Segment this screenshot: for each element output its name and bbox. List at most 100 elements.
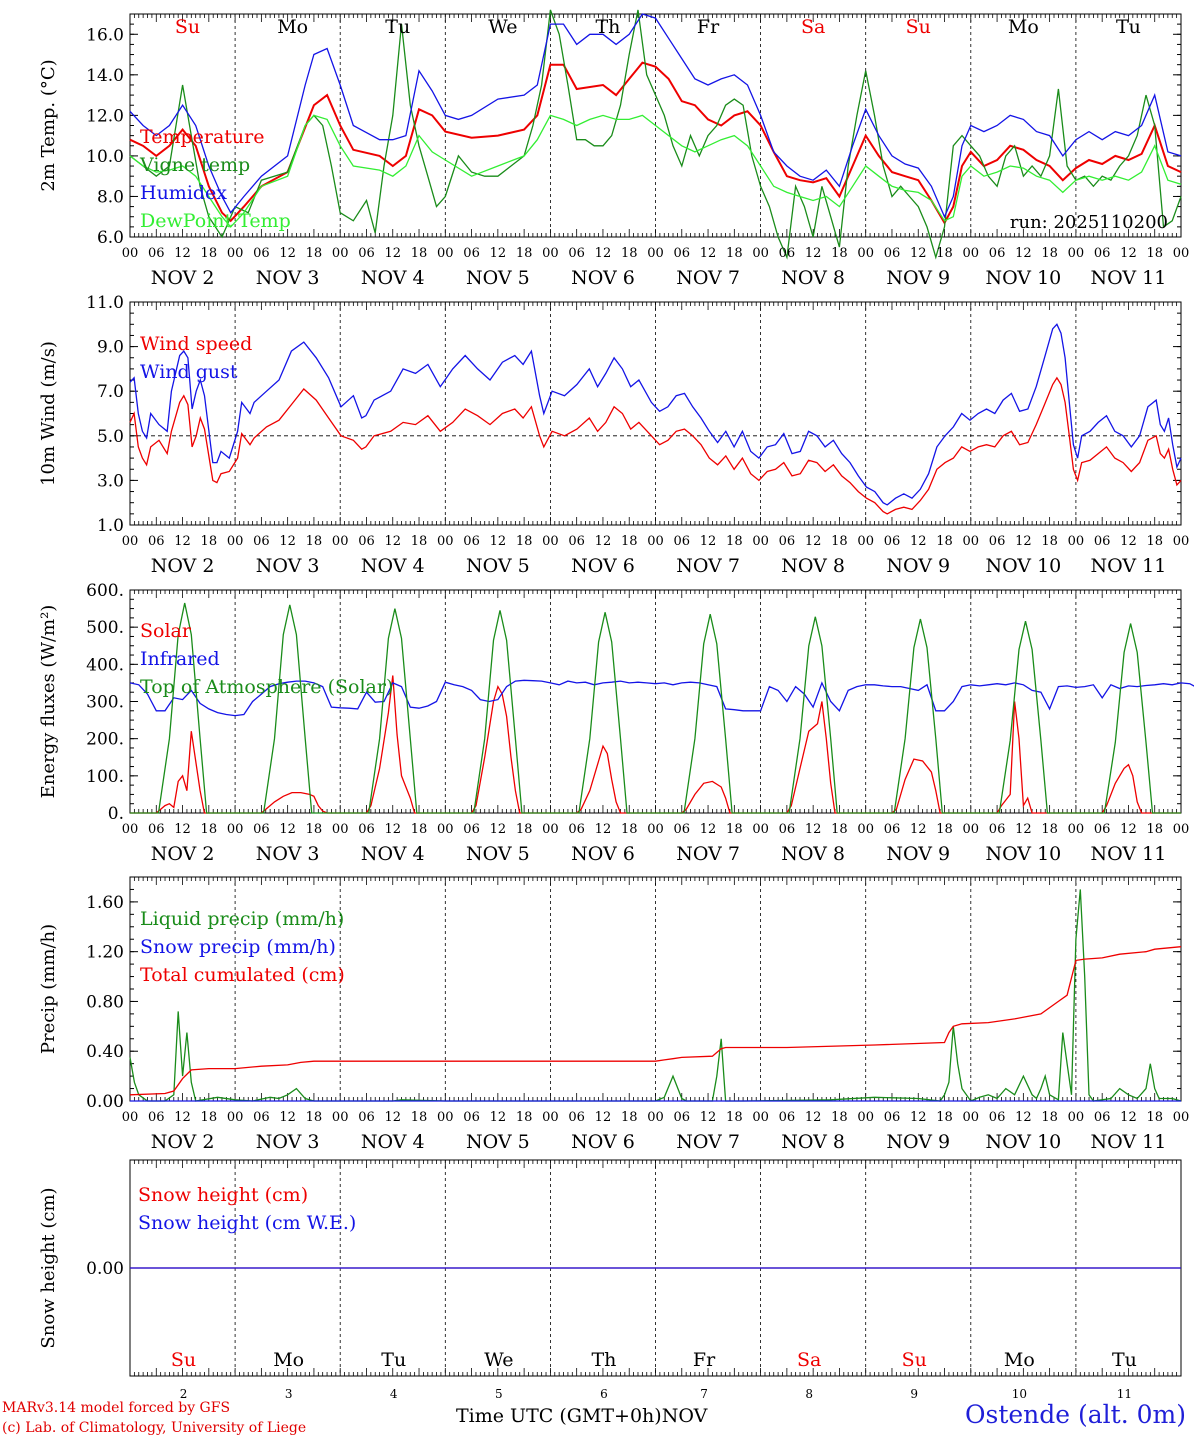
hour-tick-label: 12 [805, 822, 822, 837]
hour-tick-label: 00 [332, 246, 349, 261]
hour-tick-label: 06 [1094, 534, 1111, 549]
day-number: 3 [285, 1387, 293, 1401]
hour-tick-label: 18 [306, 1110, 323, 1125]
date-label: NOV 8 [781, 267, 845, 289]
hour-tick-label: 06 [568, 534, 585, 549]
legend-entry: Vigne temp [139, 154, 250, 176]
series-line-infrared [129, 679, 1194, 717]
hour-tick-label: 06 [1094, 246, 1111, 261]
hour-tick-label: 18 [1041, 246, 1058, 261]
series-line-wind-speed [129, 376, 1182, 515]
y-axis-label: Precip (mm/h) [38, 924, 59, 1054]
y-tick-label: 8.0 [97, 187, 124, 207]
hour-tick-label: 12 [490, 534, 507, 549]
hour-tick-label: 00 [1068, 246, 1085, 261]
y-tick-label: 16.0 [86, 25, 124, 45]
weekday-label-bottom: Fr [693, 1349, 716, 1371]
hour-tick-label: 12 [174, 1110, 191, 1125]
hour-tick-label: 12 [174, 822, 191, 837]
hour-tick-label: 18 [936, 822, 953, 837]
legend-entry: Wind speed [140, 333, 252, 355]
hour-tick-label: 18 [411, 246, 428, 261]
legend-entry: Wind gust [140, 361, 238, 383]
hour-tick-label: 06 [463, 822, 480, 837]
hour-tick-label: 00 [122, 534, 139, 549]
hour-tick-label: 12 [1120, 822, 1137, 837]
hour-tick-label: 18 [936, 534, 953, 549]
hour-tick-label: 12 [279, 1110, 296, 1125]
y-tick-label: 0.80 [86, 992, 124, 1012]
hour-tick-label: 00 [647, 534, 664, 549]
hour-tick-label: 00 [647, 822, 664, 837]
date-label: NOV 8 [781, 1131, 845, 1153]
hour-tick-label: 18 [621, 1110, 638, 1125]
hour-tick-label: 00 [752, 1110, 769, 1125]
hour-tick-label: 12 [1015, 246, 1032, 261]
date-label: NOV 11 [1091, 267, 1167, 289]
hour-tick-label: 00 [227, 1110, 244, 1125]
hour-tick-label: 12 [595, 1110, 612, 1125]
hour-tick-label: 00 [1068, 534, 1085, 549]
day-number: 5 [495, 1387, 503, 1401]
y-tick-label: 10.0 [86, 147, 124, 167]
hour-tick-label: 06 [1094, 1110, 1111, 1125]
date-label: NOV 4 [361, 1131, 425, 1153]
hour-tick-label: 18 [1041, 534, 1058, 549]
hour-tick-label: 06 [674, 534, 691, 549]
legend-entry: Snow precip (mm/h) [140, 936, 336, 958]
hour-tick-label: 12 [174, 246, 191, 261]
y-tick-label: 0.00 [86, 1259, 124, 1279]
hour-tick-label: 00 [963, 534, 980, 549]
hour-tick-label: 18 [1146, 534, 1163, 549]
date-label: NOV 8 [781, 843, 845, 865]
hour-tick-label: 06 [253, 534, 270, 549]
hour-tick-label: 12 [700, 1110, 717, 1125]
weekday-label-top: Tu [385, 16, 410, 38]
hour-tick-label: 00 [857, 822, 874, 837]
weekday-label-bottom: Mo [1004, 1349, 1035, 1371]
hour-tick-label: 18 [516, 246, 533, 261]
date-label: NOV 9 [886, 843, 950, 865]
legend-entry: DewPoint Temp [140, 210, 291, 232]
hour-tick-label: 18 [516, 822, 533, 837]
hour-tick-label: 00 [437, 1110, 454, 1125]
date-label: NOV 2 [151, 1131, 215, 1153]
hour-tick-label: 00 [542, 246, 559, 261]
hour-tick-label: 18 [621, 534, 638, 549]
hour-tick-label: 06 [463, 534, 480, 549]
x-axis-month: NOV [661, 1405, 708, 1427]
legend-entry: Infrared [140, 648, 220, 670]
y-tick-label: 300. [86, 693, 124, 713]
hour-tick-label: 00 [1068, 822, 1085, 837]
day-number: 7 [700, 1387, 708, 1401]
hour-tick-label: 18 [936, 1110, 953, 1125]
date-label: NOV 9 [886, 267, 950, 289]
hour-tick-label: 12 [384, 246, 401, 261]
hour-tick-label: 06 [148, 246, 165, 261]
series-line-total-cumulated-cm- [129, 946, 1182, 1096]
model-credit: MARv3.14 model forced by GFS [2, 1400, 231, 1416]
hour-tick-label: 06 [148, 534, 165, 549]
hour-tick-label: 18 [201, 534, 218, 549]
panel-frame [129, 589, 1182, 814]
hour-tick-label: 12 [384, 822, 401, 837]
date-label: NOV 5 [466, 843, 530, 865]
date-label: NOV 3 [256, 267, 320, 289]
series-line-temperature [129, 61, 1182, 225]
day-number: 11 [1117, 1387, 1132, 1401]
hour-tick-label: 06 [253, 1110, 270, 1125]
day-number: 4 [390, 1387, 398, 1401]
date-label: NOV 11 [1091, 1131, 1167, 1153]
day-number: 10 [1012, 1387, 1027, 1401]
hour-tick-label: 00 [857, 246, 874, 261]
y-tick-label: 1.60 [86, 893, 124, 913]
hour-tick-label: 12 [1015, 534, 1032, 549]
hour-tick-label: 18 [411, 534, 428, 549]
hour-tick-label: 12 [1015, 1110, 1032, 1125]
hour-tick-label: 12 [279, 534, 296, 549]
hour-tick-label: 18 [411, 822, 428, 837]
y-tick-label: 200. [86, 730, 124, 750]
hour-tick-label: 06 [884, 822, 901, 837]
date-label: NOV 6 [571, 267, 635, 289]
weekday-label-bottom: Su [171, 1349, 196, 1371]
